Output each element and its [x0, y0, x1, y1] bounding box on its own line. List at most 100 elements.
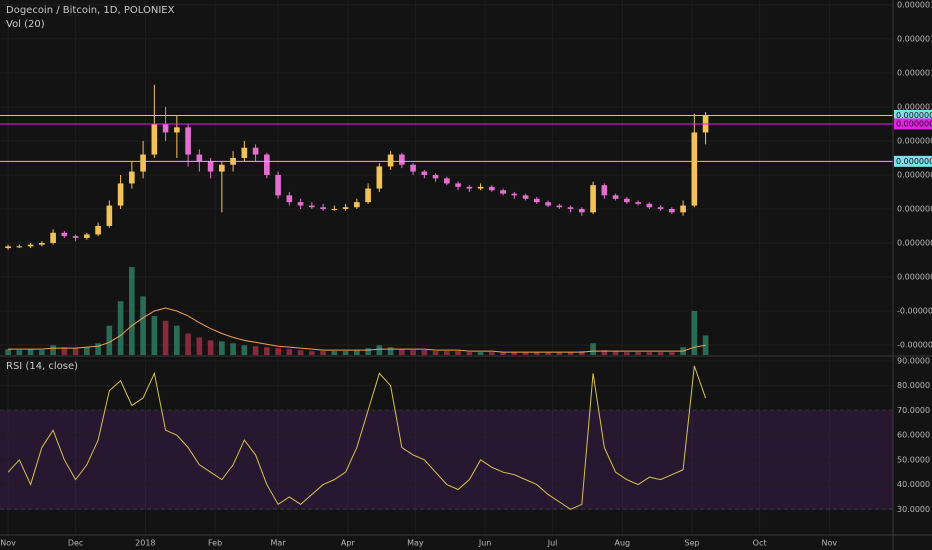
candle-body [151, 123, 158, 155]
volume-bar [151, 315, 158, 355]
volume-bar [196, 337, 203, 355]
candle-body [162, 123, 169, 133]
price-level-label: 0.00000090 [896, 119, 932, 128]
y-tick-label: -0.00000040 [897, 340, 932, 349]
y-tick-label: 0.00000140 [897, 34, 932, 43]
volume-bar [444, 351, 450, 355]
candle-body [556, 205, 563, 208]
grid [0, 0, 893, 535]
rsi-tick-label: 50.0000 [897, 455, 930, 464]
x-tick-label: Dec [68, 539, 83, 548]
candle-body [410, 164, 416, 172]
candle-body [669, 208, 675, 213]
candle-body [522, 195, 529, 199]
volume-bar [331, 351, 338, 355]
candle-body [39, 242, 45, 245]
candle-body [635, 202, 641, 204]
candle-body [117, 183, 124, 206]
candle-body [207, 161, 214, 172]
volume-bar [72, 348, 79, 355]
x-tick-label: Aug [615, 539, 631, 548]
x-tick-label: 2018 [135, 539, 155, 548]
candle-body [387, 154, 394, 167]
candle-body [309, 205, 315, 208]
candle-body [286, 195, 293, 203]
candle-body [534, 198, 540, 203]
price-level-label: 0.00000095 [896, 111, 932, 120]
volume-bar [174, 325, 180, 355]
volume-ma-line [8, 307, 706, 353]
y-tick-label: 0.00000040 [897, 204, 932, 213]
candle-body [624, 198, 630, 203]
rsi-tick-label: 90.0000 [897, 356, 930, 365]
candle-body [129, 171, 135, 184]
volume-bar [320, 351, 326, 355]
candle-body [140, 154, 146, 172]
plot [0, 84, 893, 510]
x-tick-label: Jun [478, 539, 492, 548]
candle-body [477, 186, 484, 189]
candle-body [567, 207, 574, 209]
rsi-tick-label: 70.0000 [897, 406, 930, 415]
candle-body [84, 234, 90, 238]
price-level-label: 0.00000068 [896, 157, 932, 166]
x-tick-label: Jul [547, 539, 558, 548]
volume-bar [342, 351, 349, 355]
candle-body [365, 188, 371, 203]
volume-bar [522, 352, 529, 355]
volume-bar [489, 352, 495, 355]
candle-body [95, 225, 101, 235]
volume-bar [61, 347, 68, 355]
candle-body [196, 154, 203, 162]
candle-body [275, 174, 281, 196]
candle-body [185, 127, 191, 155]
x-tick-label: Nov [822, 539, 838, 548]
y-tick-label: 0.00000120 [897, 68, 932, 77]
x-tick-label: Mar [271, 539, 287, 548]
chart-title: Dogecoin / Bitcoin, 1D, POLONIEX [6, 5, 175, 16]
volume-bar [612, 351, 619, 355]
volume-bar [354, 350, 360, 355]
volume-bar [646, 352, 653, 355]
candle-body [16, 246, 23, 248]
volume-bar [624, 352, 630, 355]
rsi-label: RSI (14, close) [6, 361, 78, 372]
candle-body [500, 190, 506, 194]
candle-body [354, 202, 360, 208]
price-level-tag [894, 155, 932, 167]
candle-body [444, 178, 450, 184]
volume-bar [500, 352, 506, 355]
candle-body [680, 205, 686, 213]
volume-label: Vol (20) [6, 19, 45, 30]
volume-bar [162, 320, 169, 355]
y-tick-label: -0.00000020 [897, 306, 932, 315]
candle-body [264, 154, 270, 175]
volume-bar [455, 351, 461, 355]
candle-body [297, 202, 304, 206]
candle-body [399, 154, 405, 165]
volume-bar [466, 352, 473, 355]
volume-bar [230, 343, 236, 355]
y-tick-label: 0.00000060 [897, 170, 932, 179]
candle-body [489, 186, 495, 191]
rsi-line [7, 365, 707, 510]
candle-body [579, 208, 585, 213]
y-tick-label: 0.00000020 [897, 238, 932, 247]
rsi-tick-label: 60.0000 [897, 431, 930, 440]
candle-body [421, 171, 428, 175]
volume-bar [534, 352, 540, 355]
x-tick-label: Feb [208, 539, 222, 548]
volume-bar [16, 350, 23, 355]
volume-bar [567, 352, 574, 355]
volume-bar [657, 352, 664, 355]
candle-body [376, 166, 383, 189]
volume-bar [286, 349, 293, 355]
candle-body [646, 203, 653, 208]
x-tick-label: Apr [341, 539, 356, 548]
candle-body [691, 132, 698, 206]
volume-bar [84, 347, 90, 355]
volume-bar [365, 348, 371, 355]
